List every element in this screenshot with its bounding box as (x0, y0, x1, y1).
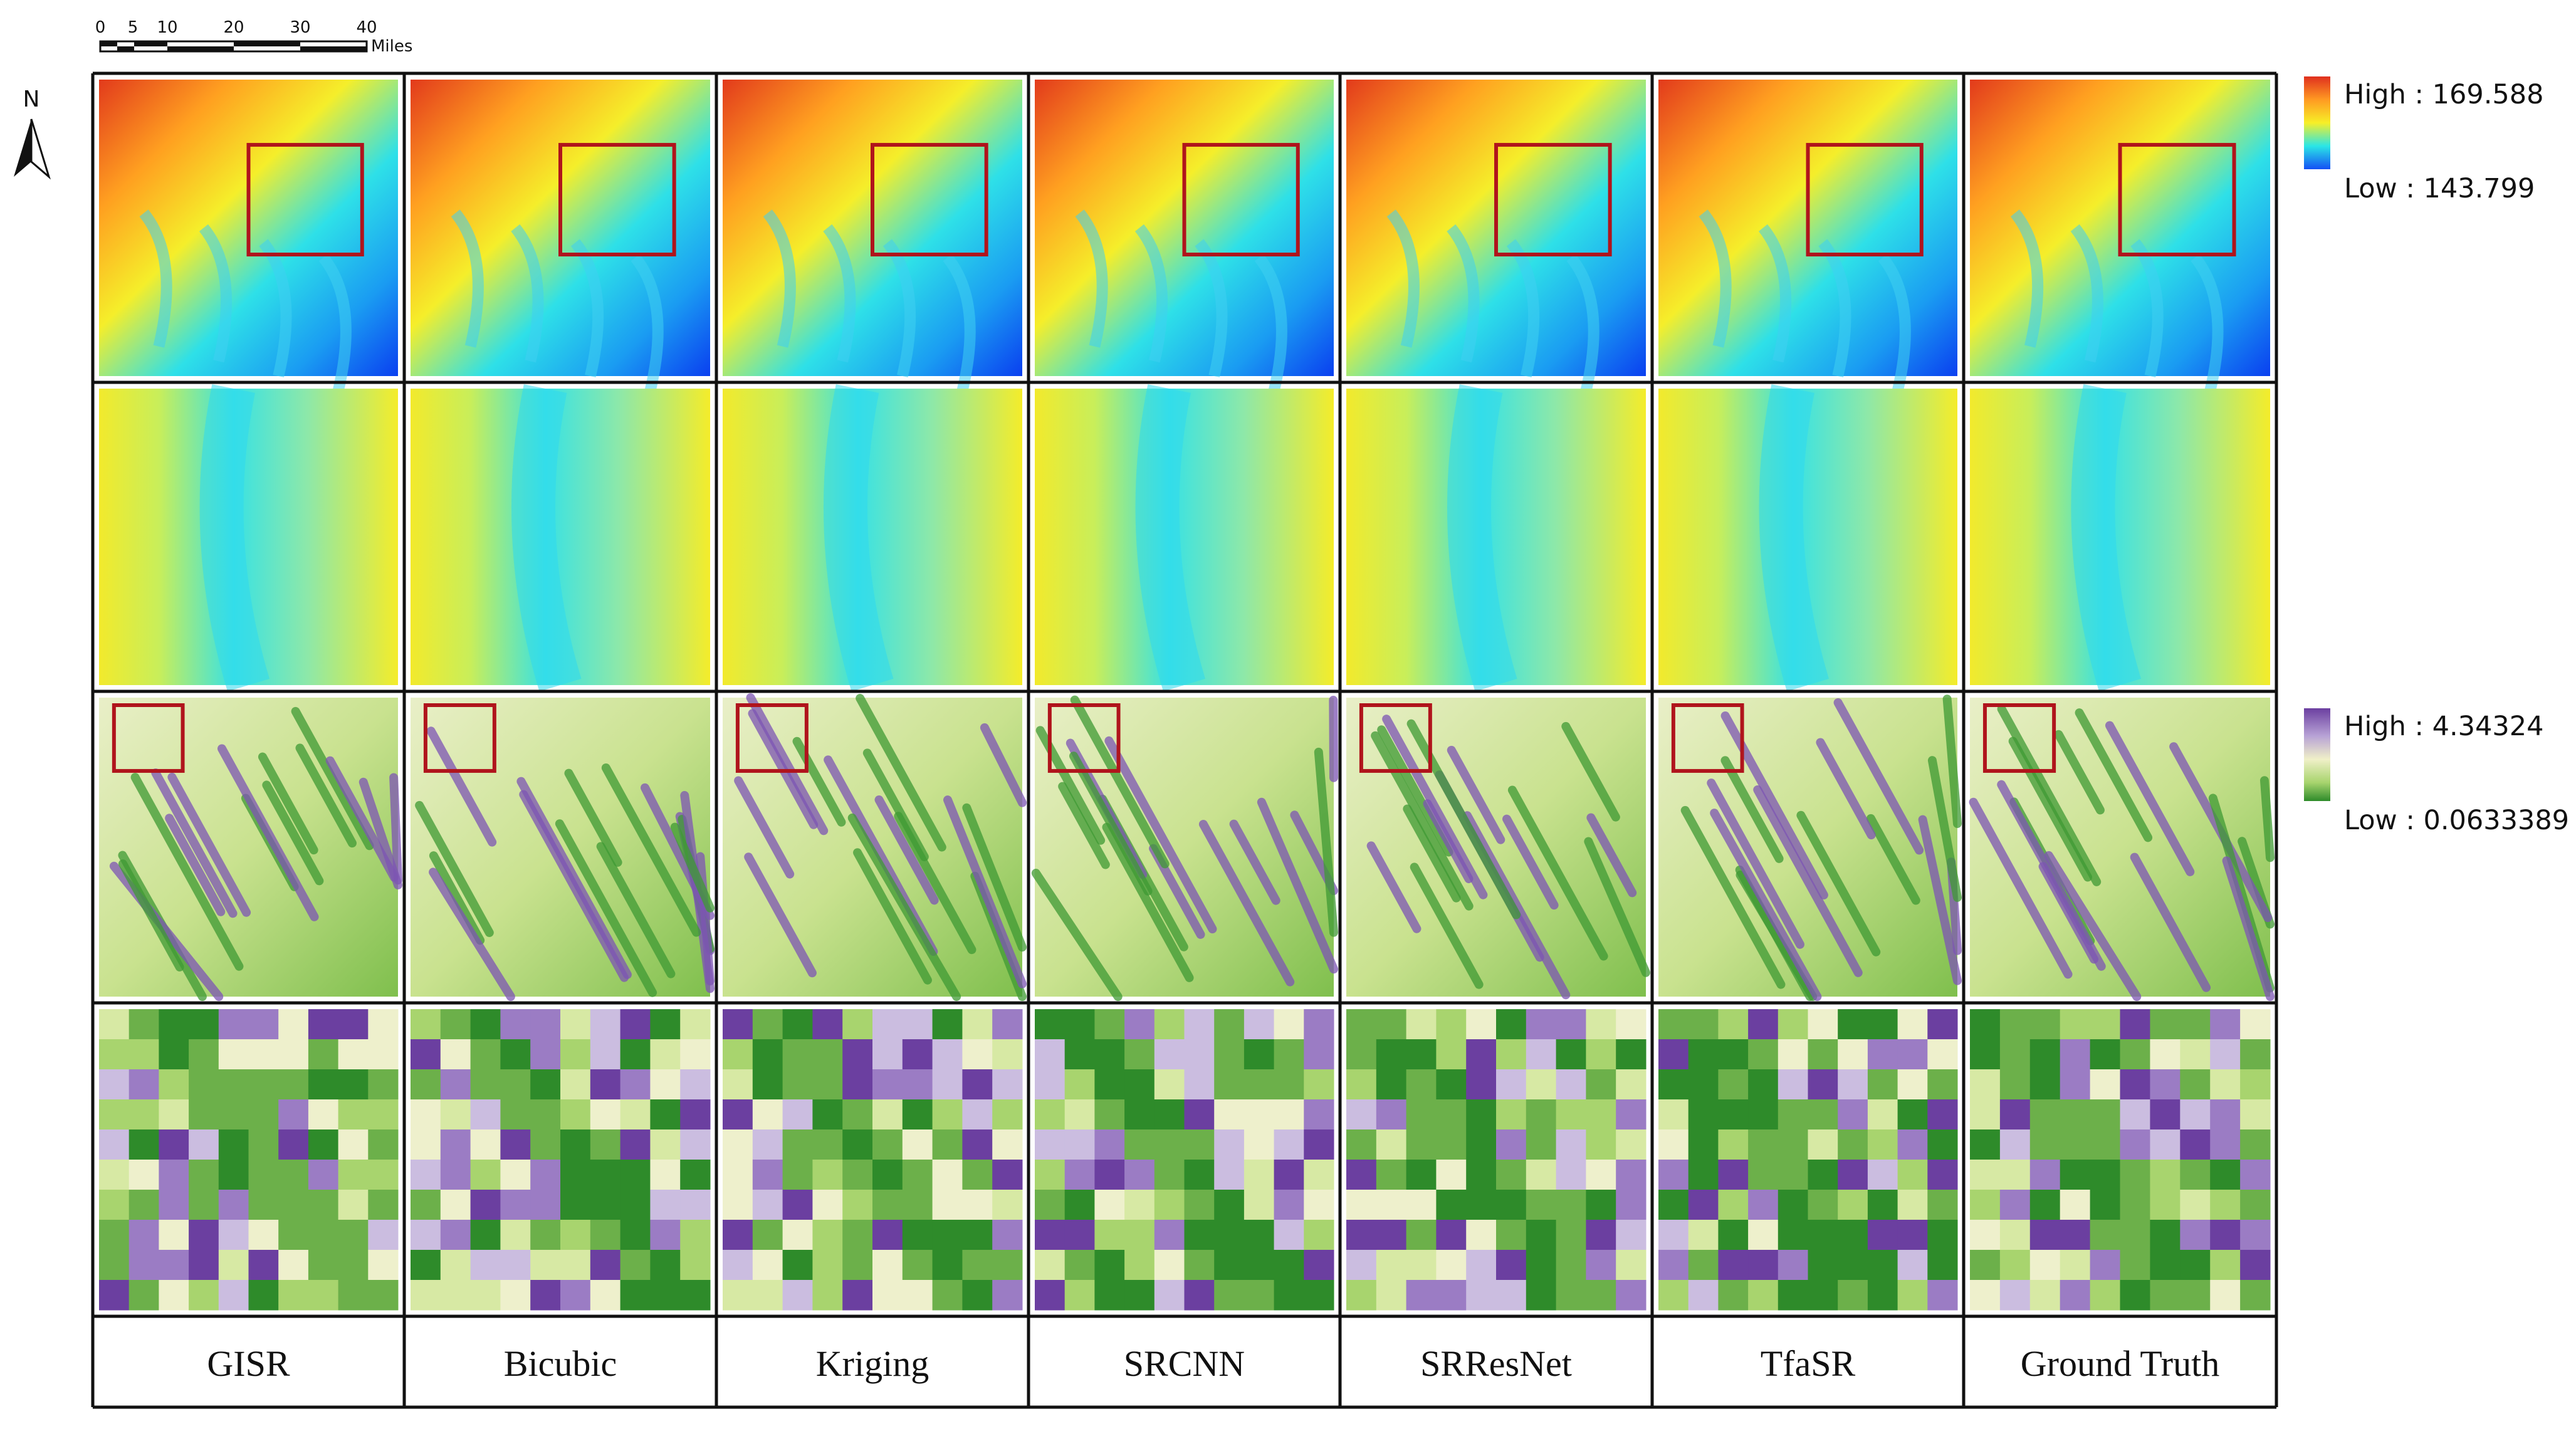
method-label: GISR (207, 1343, 290, 1384)
slope-color-ramp (2304, 708, 2330, 801)
slope-panel (1969, 698, 2275, 1001)
elevation-low-label: Low : 143.799 (2344, 173, 2535, 204)
slope-zoom-panel (1970, 1009, 2271, 1311)
slope-panel (723, 693, 1027, 1001)
elevation-zoom-panel (1970, 384, 2270, 692)
north-arrow-icon (14, 118, 51, 180)
highlight-box (558, 143, 676, 257)
slope-zoom-panel (1658, 1009, 1958, 1311)
north-label: N (23, 86, 40, 112)
scale-bar: 0 5 10 20 30 40 Miles (95, 18, 413, 56)
slope-low-label: Low : 0.0633389 (2344, 805, 2569, 836)
legend-slope: High : 4.34324 Low : 0.0633389 (2304, 708, 2569, 836)
legend-elevation: High : 169.588 Low : 143.799 (2304, 76, 2543, 204)
slope-zoom-panel (723, 1009, 1023, 1311)
highlight-box (871, 143, 988, 257)
elevation-zoom-panel (411, 384, 710, 692)
method-label: SRCNN (1124, 1343, 1245, 1384)
scale-tick-10: 10 (157, 18, 177, 37)
highlight-box (112, 703, 185, 773)
slope-panel (411, 698, 715, 1001)
slope-panel (1031, 695, 1338, 1001)
highlight-box (1671, 703, 1744, 773)
highlight-box (735, 703, 809, 773)
highlight-box (1047, 703, 1121, 773)
elevation-high-label: High : 169.588 (2344, 79, 2543, 110)
elevation-panel (411, 80, 710, 392)
slope-panel (99, 698, 402, 1001)
highlight-box (246, 143, 364, 257)
elevation-zoom-panel (723, 384, 1022, 692)
elevation-panel (99, 80, 398, 392)
method-label: Bicubic (504, 1343, 617, 1384)
highlight-box (423, 703, 496, 773)
slope-high-label: High : 4.34324 (2344, 711, 2543, 742)
slope-zoom-panel (99, 1009, 399, 1311)
scale-tick-40: 40 (356, 18, 377, 37)
scale-tick-0: 0 (95, 18, 106, 37)
elevation-panel (723, 80, 1022, 392)
method-label: SRResNet (1420, 1343, 1572, 1384)
method-label: TfaSR (1761, 1343, 1856, 1384)
elevation-zoom-panel (1346, 384, 1646, 692)
slope-panel (1658, 694, 1962, 1001)
highlight-box (1359, 703, 1432, 773)
highlight-box (1182, 143, 1300, 257)
highlight-box (2118, 143, 2236, 257)
highlight-box (1494, 143, 1612, 257)
scale-tick-20: 20 (223, 18, 244, 37)
grid-lines (91, 71, 2278, 1409)
method-labels: GISR Bicubic Kriging SRCNN SRResNet TfaSR Grou… (207, 1343, 2219, 1384)
elevation-zoom-panel (1658, 384, 1957, 692)
elevation-color-ramp (2304, 76, 2330, 169)
comparison-grid (91, 71, 2278, 1409)
elevation-panel (1346, 80, 1646, 392)
slope-zoom-panel (411, 1009, 711, 1311)
scale-tick-5: 5 (128, 18, 139, 37)
highlight-box (1806, 143, 1924, 257)
method-label: Ground Truth (2021, 1343, 2219, 1384)
slope-panel (1346, 698, 1650, 1000)
elevation-panel (1658, 80, 1957, 392)
elevation-panel (1035, 80, 1334, 392)
elevation-panel (1970, 80, 2270, 392)
scale-tick-30: 30 (290, 18, 310, 37)
elevation-zoom-panel (1035, 384, 1334, 692)
elevation-zoom-panel (99, 384, 398, 692)
method-label: Kriging (816, 1343, 929, 1384)
slope-zoom-panel (1346, 1009, 1647, 1311)
north-arrow: N (14, 86, 51, 180)
highlight-box (1982, 703, 2056, 773)
slope-zoom-panel (1035, 1009, 1334, 1311)
scale-unit: Miles (371, 37, 412, 56)
